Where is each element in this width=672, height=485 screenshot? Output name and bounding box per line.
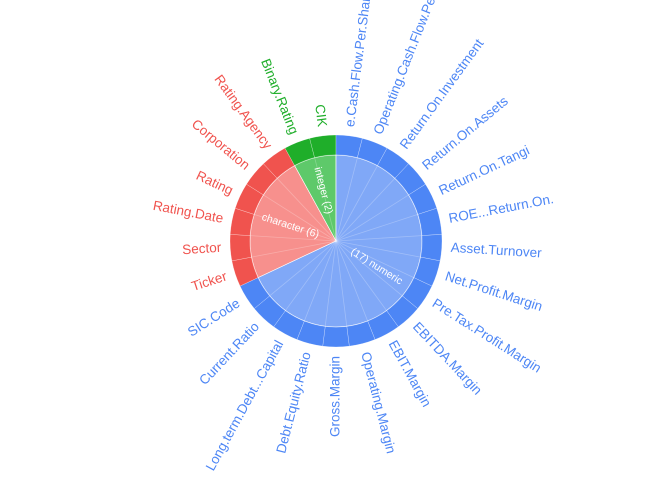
- slice-divider: [250, 235, 337, 242]
- slice-divider: [324, 240, 337, 327]
- column-label: Debt.Equity.Ratio: [273, 350, 313, 455]
- column-label: Net.Profit.Margin: [443, 269, 544, 315]
- column-slice: [263, 147, 295, 179]
- column-slice: [229, 234, 252, 262]
- ring-separator: [249, 154, 423, 328]
- slice-divider: [335, 165, 378, 242]
- slice-divider: [335, 178, 396, 242]
- column-label: Binary.Rating: [258, 57, 301, 137]
- column-label: Rating: [194, 168, 236, 198]
- slice-divider: [254, 214, 337, 242]
- column-label: Rating.Date: [152, 198, 225, 226]
- column-label: e.Cash.Flow.Per.Share: [342, 0, 374, 128]
- slice-divider: [335, 240, 403, 297]
- column-label: Sector: [182, 240, 222, 257]
- column-label: Operating.Cash.Flow.Per.Share: [370, 0, 454, 136]
- column-label: CIK: [312, 104, 330, 128]
- slice-divider: [314, 157, 337, 242]
- column-label: ROE...Return.On.: [447, 191, 554, 226]
- slice-divider: [335, 194, 409, 242]
- column-slice: [309, 134, 337, 159]
- slice-divider: [269, 240, 337, 297]
- slice-divider: [335, 240, 421, 258]
- slice-divider: [285, 240, 337, 311]
- column-label: Ticker: [190, 268, 230, 294]
- slice-divider: [276, 178, 337, 242]
- column-slice: [420, 234, 443, 262]
- slice-divider: [335, 235, 422, 242]
- slice-divider: [335, 240, 414, 278]
- slice-divider: [335, 214, 418, 242]
- column-label: Operating.Margin: [358, 350, 398, 455]
- column-slice: [322, 326, 350, 348]
- column-label: Asset.Turnover: [450, 240, 542, 261]
- slice-divider: [263, 194, 337, 242]
- slice-divider: [251, 240, 337, 258]
- slice-divider: [335, 157, 358, 242]
- column-slice: [239, 277, 271, 309]
- slice-divider: [303, 240, 337, 322]
- slice-divider: [335, 240, 369, 322]
- slice-divider: [335, 240, 348, 327]
- column-label: Gross.Margin: [328, 356, 343, 437]
- slice-divider: [335, 240, 387, 311]
- column-label: EBIT.Margin: [386, 338, 435, 410]
- column-label: SIC.Code: [185, 295, 242, 339]
- column-label: Corporation: [189, 116, 253, 173]
